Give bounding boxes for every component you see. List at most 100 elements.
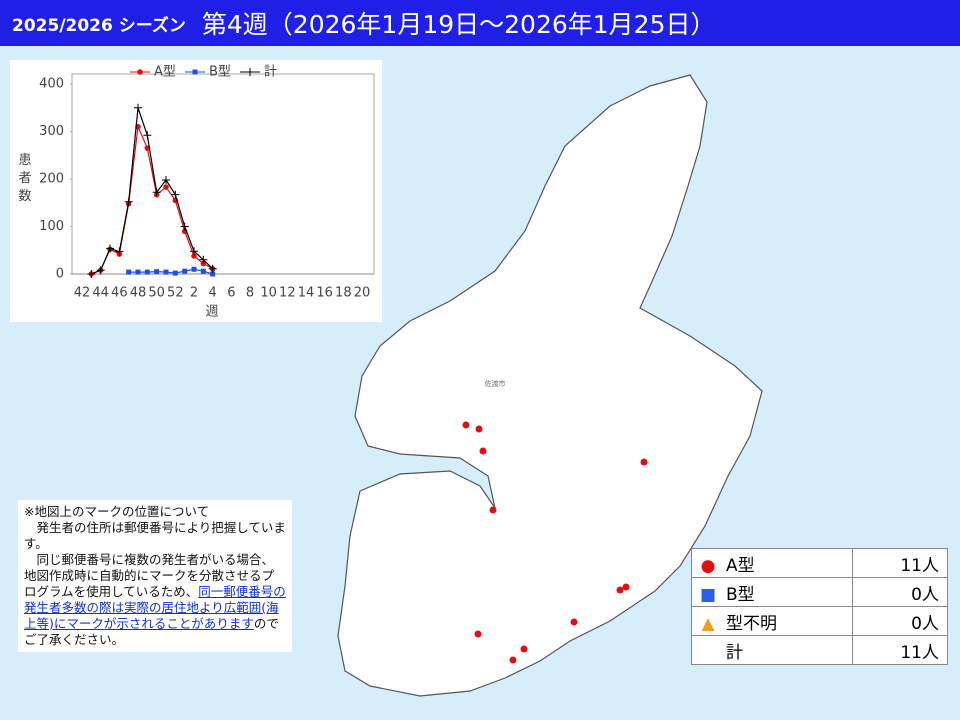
season: 2025/2026 シーズン: [12, 15, 186, 36]
note-heading: ※地図上のマークの位置について: [24, 504, 210, 519]
point: [143, 131, 152, 140]
point: [191, 266, 197, 272]
point: [162, 175, 170, 184]
point: [124, 197, 133, 206]
y-tick-label: 300: [39, 124, 64, 139]
map: 佐渡市: [337, 74, 763, 697]
legend-row: ▲ 型不明 0人: [691, 606, 949, 636]
point: [115, 247, 124, 256]
legend-count: 11人: [851, 548, 949, 578]
x-tick-label: 52: [167, 286, 184, 301]
legend-cell: ▲ 型不明: [691, 606, 853, 636]
x-tick-label: 2: [190, 286, 198, 301]
point: [126, 269, 132, 275]
x-tick-label: 4: [209, 286, 217, 301]
point: [208, 264, 217, 273]
note-text: 同じ郵便番号に複数の発生者がいる場合、地図作成時に自動的にマークを分散させるプロ…: [24, 552, 275, 599]
case-marker: [475, 425, 483, 433]
case-marker: [474, 630, 482, 638]
plot-frame: [71, 73, 375, 275]
note-link[interactable]: 同一郵便番号の発生者多数の際は実際の居住地より広範囲(海上等)にマークが示される…: [24, 584, 286, 631]
point: [163, 269, 169, 275]
case-marker: [479, 447, 487, 455]
case-marker: [622, 583, 630, 591]
legend-row: ■ B型 0人: [691, 577, 949, 607]
point: [106, 244, 114, 253]
legend-symbol: ■: [700, 584, 717, 605]
point: [246, 68, 254, 76]
point: [200, 268, 206, 274]
case-marker: [616, 586, 624, 594]
y-tick-label: 0: [56, 267, 64, 282]
point: [190, 247, 198, 256]
city-label: 佐渡市: [485, 379, 506, 388]
case-markers: [462, 421, 648, 664]
point: [137, 69, 143, 75]
x-tick-label: 50: [148, 286, 165, 301]
y-tick-label: 400: [39, 77, 64, 92]
legend-symbol: ●: [700, 555, 716, 576]
x-tick-label: 8: [246, 286, 254, 301]
point: [135, 269, 141, 275]
note: ※地図上のマークの位置について 発生者の住所は郵便番号により把握しています。 同…: [18, 500, 292, 652]
x-tick-label: 48: [130, 286, 147, 301]
case-marker: [509, 656, 517, 664]
x-tick-label: 46: [111, 286, 128, 301]
y-tick-label: 100: [39, 219, 64, 234]
point: [210, 271, 216, 277]
note-text: のでご了承ください。: [24, 616, 279, 647]
point: [163, 184, 169, 190]
x-tick-label: 44: [92, 286, 109, 301]
point: [180, 222, 189, 231]
x-tick-label: 12: [279, 286, 296, 301]
island: [337, 74, 763, 697]
point: [171, 190, 180, 199]
legend-row: 計 11人: [691, 635, 949, 665]
x-axis-label: 週: [205, 305, 218, 320]
series-line: [128, 268, 213, 275]
legend-label: 型不明: [726, 613, 777, 634]
point: [172, 270, 178, 276]
legend-symbol: ▲: [701, 613, 715, 634]
case-marker: [520, 645, 528, 653]
case-marker: [640, 458, 648, 466]
legend-count: 11人: [851, 635, 949, 665]
x-tick-label: 16: [316, 286, 333, 301]
x-tick-label: 14: [298, 286, 315, 301]
point: [199, 255, 208, 264]
case-marker: [570, 618, 578, 626]
point: [191, 253, 197, 259]
legend-cell: 計: [691, 635, 853, 665]
case-marker: [489, 506, 497, 514]
legend-cell: ● A型: [691, 548, 853, 578]
legend-table: ● A型 11人 ■ B型 0人 ▲ 型不明 0人計 11人: [691, 548, 949, 665]
note-text: 同じ郵便番号に複数の発生者がいる場合、地図作成時に自動的にマークを分散させるプロ…: [24, 552, 286, 648]
x-tick-label: 20: [354, 286, 371, 301]
x-tick-label: 42: [74, 286, 91, 301]
point: [96, 266, 105, 275]
point: [152, 188, 161, 197]
legend-label: 計: [264, 64, 277, 80]
week-title: 第4週（2026年1月19日～2026年1月25日）: [201, 10, 716, 39]
x-tick-label: 10: [260, 286, 277, 301]
point: [154, 269, 160, 275]
legend-label: 計: [726, 642, 743, 663]
point: [192, 69, 198, 75]
legend-label: B型: [726, 584, 755, 605]
legend-label: A型: [154, 65, 176, 80]
y-axis-label: 患者数: [18, 153, 31, 204]
x-tick-label: 18: [335, 286, 352, 301]
legend-row: ● A型 11人: [691, 548, 949, 578]
legend-label: B型: [209, 65, 231, 80]
case-marker: [462, 421, 470, 429]
header: 2025/2026 シーズン 第4週（2026年1月19日～2026年1月25日…: [0, 0, 960, 46]
point: [134, 103, 142, 112]
series-line: [91, 107, 214, 275]
legend-count: 0人: [851, 606, 949, 636]
legend-label: A型: [726, 555, 755, 576]
legend-cell: ■ B型: [691, 577, 853, 607]
point: [182, 268, 188, 274]
point: [87, 270, 96, 278]
legend-count: 0人: [851, 577, 949, 607]
